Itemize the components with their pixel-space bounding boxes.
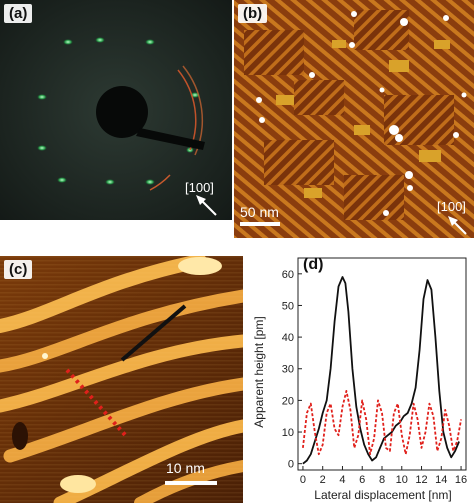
diffraction-spots <box>37 37 200 185</box>
y-tick-label: 10 <box>282 427 294 439</box>
stm-overview-image <box>234 0 474 238</box>
series-line-red <box>302 389 462 456</box>
panel-label-c: (c) <box>4 260 33 279</box>
x-tick-label: 12 <box>415 474 427 486</box>
x-tick-label: 10 <box>396 474 408 486</box>
x-tick-label: 6 <box>359 474 365 486</box>
profile-line-black <box>120 304 187 362</box>
y-tick-label: 40 <box>282 332 294 344</box>
scale-bar-c <box>165 481 217 485</box>
direction-label-b: [100] <box>437 199 466 214</box>
panel-b-stm-overview: (b) 50 nm [100] <box>234 0 474 238</box>
x-axis-label: Lateral displacement [nm] <box>314 488 451 502</box>
y-tick-label: 0 <box>288 459 294 471</box>
x-tick-label: 16 <box>455 474 467 486</box>
panel-d-height-profile: 0 2 4 6 8 10 12 14 16 0 10 20 30 40 50 60 Lateral displ… <box>250 252 474 503</box>
stm-zoom-image <box>0 256 243 503</box>
adsorbate-dots <box>256 11 467 216</box>
height-profile-chart: 0 2 4 6 8 10 12 14 16 0 10 20 30 40 50 60 Lateral displ… <box>252 257 467 502</box>
defects <box>12 257 222 493</box>
y-axis-label: Apparent height [pm] <box>252 316 266 427</box>
diffraction-image <box>0 0 232 220</box>
domain-patches <box>244 10 454 220</box>
panel-label-a: (a) <box>4 4 33 23</box>
x-tick-label: 8 <box>379 474 385 486</box>
y-tick-label: 30 <box>282 364 294 376</box>
profile-line-red <box>65 368 128 438</box>
y-tick-label: 20 <box>282 395 294 407</box>
x-tick-label: 4 <box>339 474 345 486</box>
x-tick-label: 2 <box>320 474 326 486</box>
y-tick-label: 60 <box>282 269 294 281</box>
scale-label-b: 50 nm <box>240 204 279 220</box>
panel-label-b: (b) <box>238 4 268 23</box>
series-line-black <box>302 276 460 465</box>
direction-label-a: [100] <box>185 180 214 195</box>
x-tick-label: 0 <box>300 474 306 486</box>
scale-bar-b <box>240 222 280 226</box>
x-tick-label: 14 <box>435 474 447 486</box>
y-tick-label: 50 <box>282 300 294 312</box>
bright-islands <box>276 40 450 198</box>
panel-a-diffraction: (a) [100] <box>0 0 232 220</box>
beam-stop <box>96 86 148 138</box>
beam-stop-arm <box>136 128 205 150</box>
panel-c-stm-zoom: (c) 10 nm <box>0 256 243 503</box>
panel-label-d: (d) <box>303 256 324 273</box>
scale-label-c: 10 nm <box>166 460 205 476</box>
